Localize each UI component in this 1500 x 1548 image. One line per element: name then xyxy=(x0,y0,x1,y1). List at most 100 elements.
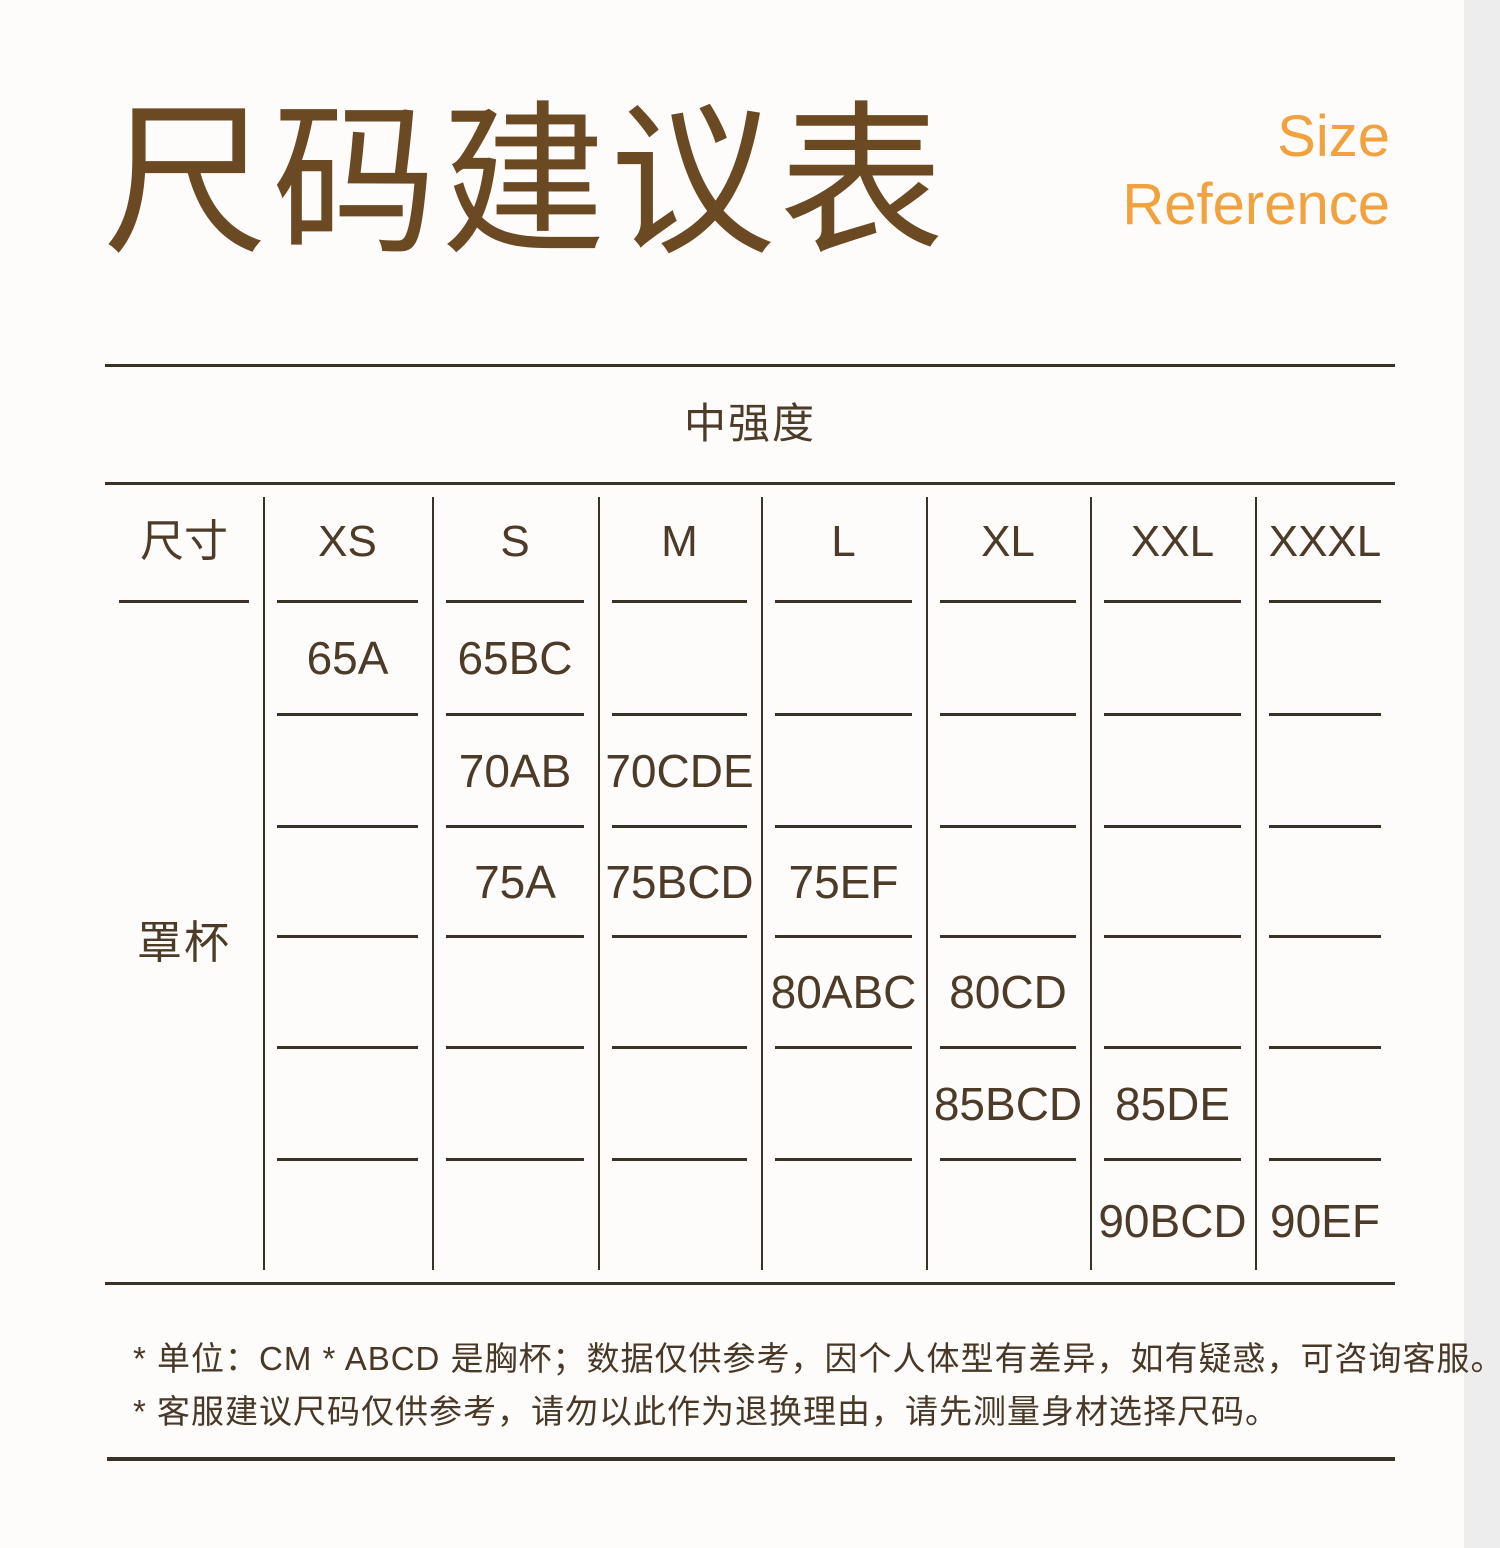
column-divider xyxy=(1255,497,1257,1270)
page-right-gutter xyxy=(1464,0,1500,1548)
cell-separator xyxy=(1090,935,1255,938)
size-cell xyxy=(926,715,1090,827)
page-subtitle-en: Size Reference xyxy=(1122,103,1390,240)
cell-separator xyxy=(432,935,598,938)
size-cell: 90EF xyxy=(1270,1195,1380,1247)
cell-separator xyxy=(598,713,761,716)
cell-separator xyxy=(926,713,1090,716)
size-cell xyxy=(1090,715,1255,827)
size-cell xyxy=(1255,1048,1395,1160)
column-divider xyxy=(1090,497,1092,1270)
size-cell xyxy=(432,937,598,1048)
size-cell xyxy=(432,1048,598,1160)
size-cell: 80ABC xyxy=(770,966,917,1018)
cell-separator xyxy=(598,1158,761,1161)
footnote-disclaimer: * 客服建议尺码仅供参考，请勿以此作为退换理由，请先测量身材选择尺码。 xyxy=(133,1393,1280,1430)
size-cell xyxy=(1090,602,1255,715)
column-divider xyxy=(598,497,600,1270)
cell-separator xyxy=(761,713,926,716)
cell-separator xyxy=(1255,825,1395,828)
column-divider xyxy=(761,497,763,1270)
size-cell xyxy=(1090,827,1255,937)
size-cell xyxy=(926,1160,1090,1283)
size-cell xyxy=(598,937,761,1048)
cell-separator xyxy=(263,1046,432,1049)
cell-separator xyxy=(1255,935,1395,938)
column-header-xxl: XXL xyxy=(1130,517,1215,566)
cell-separator xyxy=(761,600,926,603)
cell-separator xyxy=(598,825,761,828)
column-header-size: 尺寸 xyxy=(140,517,228,566)
cell-separator xyxy=(1255,1046,1395,1049)
cell-separator xyxy=(926,825,1090,828)
cell-separator xyxy=(598,1046,761,1049)
column-header-xl: XL xyxy=(981,517,1035,566)
size-cell xyxy=(761,1160,926,1283)
size-cell xyxy=(1090,937,1255,1048)
cell-separator xyxy=(761,825,926,828)
page-bottom-rule xyxy=(107,1457,1395,1461)
size-cell xyxy=(926,602,1090,715)
table-bottom-rule xyxy=(105,1282,1395,1285)
size-cell: 65BC xyxy=(457,632,573,684)
cell-separator xyxy=(263,713,432,716)
footnote-units: * 单位：CM * ABCD 是胸杯；数据仅供参考，因个人体型有差异，如有疑惑，… xyxy=(133,1340,1500,1377)
cell-separator xyxy=(1255,1158,1395,1161)
cell-separator xyxy=(1090,1158,1255,1161)
cell-separator xyxy=(432,1158,598,1161)
size-cell xyxy=(598,602,761,715)
size-cell: 75A xyxy=(474,856,556,908)
size-cell xyxy=(1255,602,1395,715)
cell-separator xyxy=(432,600,598,603)
column-header-xxxl: XXXL xyxy=(1268,517,1382,566)
table-top-rule xyxy=(105,364,1395,367)
cell-separator xyxy=(105,600,263,603)
column-header-xs: XS xyxy=(318,517,377,566)
table-header-rule xyxy=(105,482,1395,485)
cell-separator xyxy=(926,935,1090,938)
cell-separator xyxy=(1090,825,1255,828)
size-cell xyxy=(598,1160,761,1283)
cell-separator xyxy=(263,600,432,603)
size-cell xyxy=(598,1048,761,1160)
size-cell xyxy=(1255,937,1395,1048)
size-cell xyxy=(761,1048,926,1160)
size-cell xyxy=(761,715,926,827)
cell-separator xyxy=(432,825,598,828)
column-header-m: M xyxy=(661,517,698,566)
size-cell xyxy=(263,1048,432,1160)
cell-separator xyxy=(926,1046,1090,1049)
size-cell xyxy=(761,602,926,715)
size-cell xyxy=(1255,827,1395,937)
cell-separator xyxy=(432,1046,598,1049)
cell-separator xyxy=(761,935,926,938)
cell-separator xyxy=(263,1158,432,1161)
size-cell: 65A xyxy=(306,632,389,684)
column-divider xyxy=(263,497,265,1270)
cell-separator xyxy=(761,1046,926,1049)
cell-separator xyxy=(761,1158,926,1161)
row-group-label-cup: 罩杯 xyxy=(136,917,231,968)
cell-separator xyxy=(263,935,432,938)
column-divider xyxy=(926,497,928,1270)
cell-separator xyxy=(598,935,761,938)
cell-separator xyxy=(598,600,761,603)
size-cell xyxy=(926,827,1090,937)
size-cell xyxy=(1255,715,1395,827)
cell-separator xyxy=(926,1158,1090,1161)
table-group-header: 中强度 xyxy=(683,400,816,447)
cell-separator xyxy=(263,825,432,828)
size-cell: 75BCD xyxy=(605,856,754,908)
size-cell: 85BCD xyxy=(933,1078,1083,1130)
size-cell xyxy=(263,715,432,827)
size-cell: 80CD xyxy=(949,966,1067,1018)
column-header-s: S xyxy=(500,517,530,566)
cell-separator xyxy=(1255,713,1395,716)
size-cell: 70AB xyxy=(458,745,572,797)
size-cell: 85DE xyxy=(1114,1078,1231,1130)
cell-separator xyxy=(1090,713,1255,716)
page-subtitle-line2: Reference xyxy=(1122,172,1390,238)
cell-separator xyxy=(1255,600,1395,603)
column-header-l: L xyxy=(831,517,856,566)
